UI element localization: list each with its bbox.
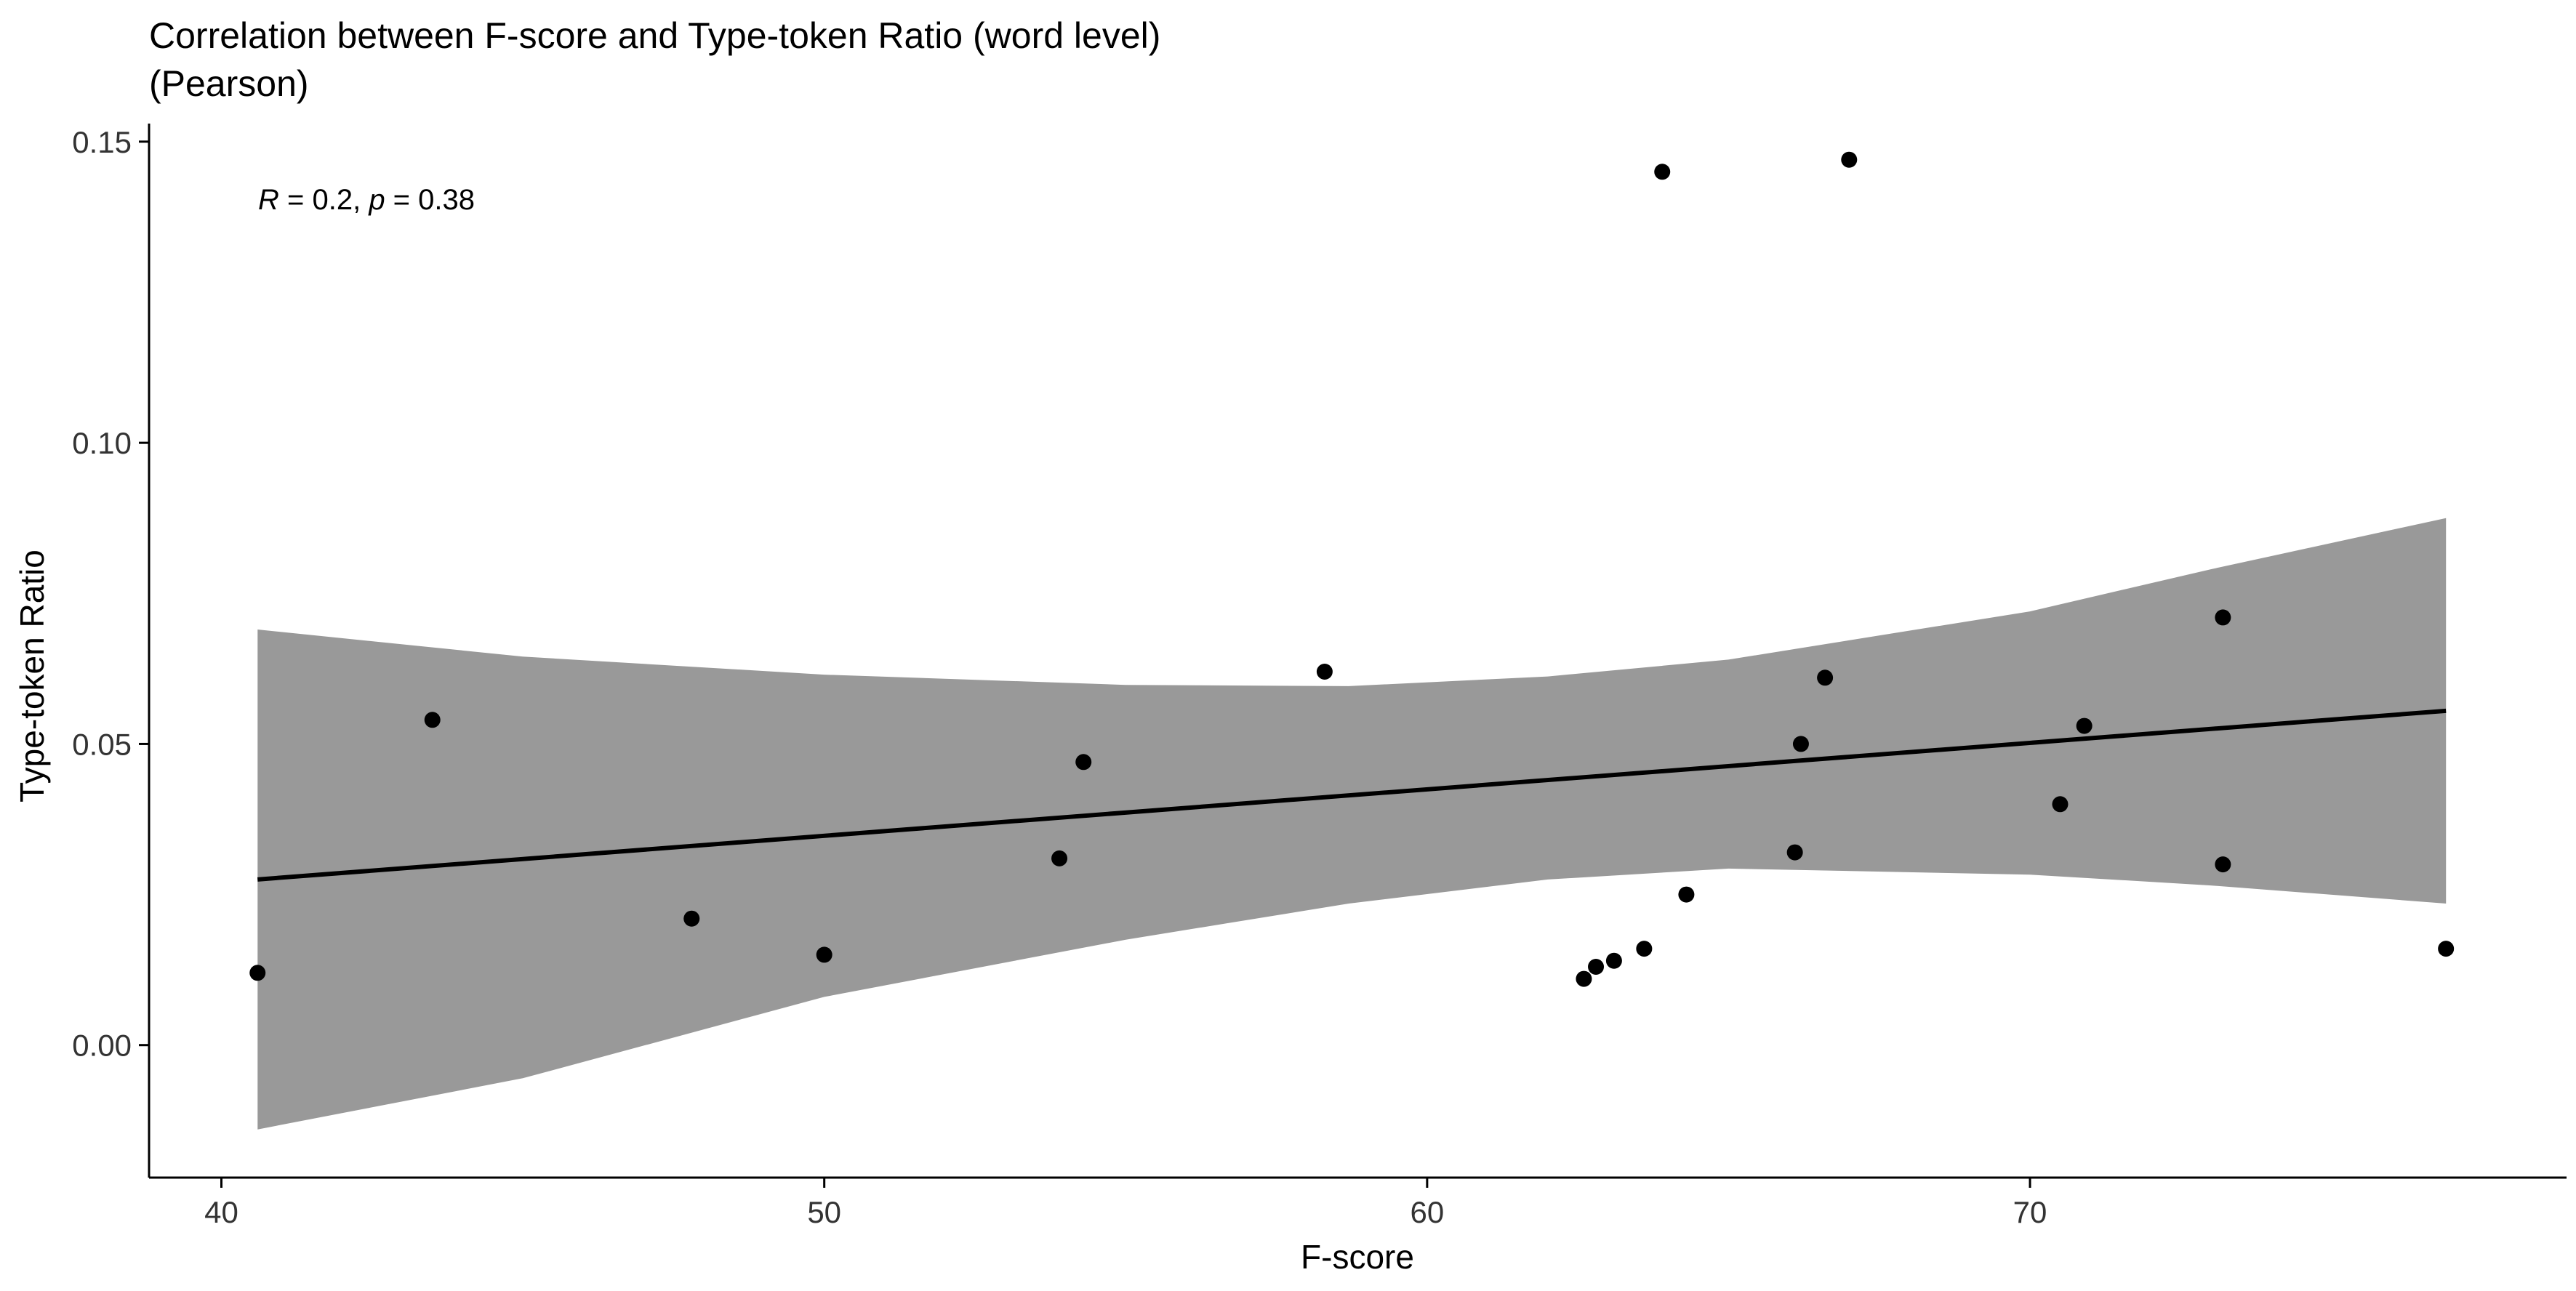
x-tick-label: 60 — [1410, 1195, 1444, 1229]
chart-subtitle: (Pearson) — [149, 63, 309, 104]
data-point — [2215, 609, 2231, 626]
y-tick-label: 0.10 — [72, 426, 132, 460]
data-point — [2438, 941, 2455, 957]
data-point — [2052, 796, 2069, 813]
x-axis: 40 50 60 70 — [149, 1176, 2567, 1229]
data-point — [1817, 669, 1834, 686]
y-tick-label: 0.15 — [72, 125, 132, 159]
data-point — [424, 712, 441, 728]
data-point — [2076, 717, 2093, 734]
regression-line-layer — [257, 708, 2447, 882]
data-point — [1792, 736, 1809, 752]
data-point — [1786, 844, 1803, 861]
data-point — [1576, 970, 1592, 987]
p-value: = 0.38 — [385, 184, 475, 216]
data-point — [2215, 856, 2231, 873]
data-point — [1316, 664, 1333, 680]
r-value: = 0.2, — [279, 184, 369, 216]
x-axis-label: F-score — [1301, 1238, 1414, 1276]
y-axis-ticks: 0.00 0.05 0.10 0.15 — [72, 125, 149, 1063]
y-tick-label: 0.00 — [72, 1029, 132, 1063]
regression-line — [257, 708, 2447, 882]
data-point — [1588, 959, 1605, 975]
x-tick-label: 50 — [807, 1195, 841, 1229]
data-point — [1051, 850, 1068, 866]
data-point — [683, 910, 700, 927]
r-symbol: R — [258, 184, 279, 216]
p-symbol: p — [368, 184, 385, 216]
y-axis: 0.00 0.05 0.10 0.15 — [72, 124, 151, 1178]
data-point — [1075, 754, 1092, 771]
data-point — [249, 965, 266, 981]
data-points-layer — [249, 151, 2455, 987]
data-point — [1841, 151, 1858, 168]
y-tick-label: 0.05 — [72, 727, 132, 761]
x-tick-label: 70 — [2013, 1195, 2047, 1229]
data-point — [1605, 952, 1622, 969]
confidence-band — [257, 518, 2447, 1130]
chart-title: Correlation between F-score and Type-tok… — [149, 15, 1160, 56]
data-point — [1678, 886, 1695, 903]
x-tick-label: 40 — [204, 1195, 238, 1229]
y-axis-label: Type-token Ratio — [13, 550, 51, 803]
data-point — [816, 946, 832, 963]
data-point — [1636, 941, 1653, 957]
data-point — [1654, 164, 1671, 180]
confidence-band-layer — [257, 518, 2447, 1130]
x-axis-ticks: 40 50 60 70 — [204, 1178, 2047, 1229]
correlation-annotation: R = 0.2, p = 0.38 — [258, 184, 475, 216]
